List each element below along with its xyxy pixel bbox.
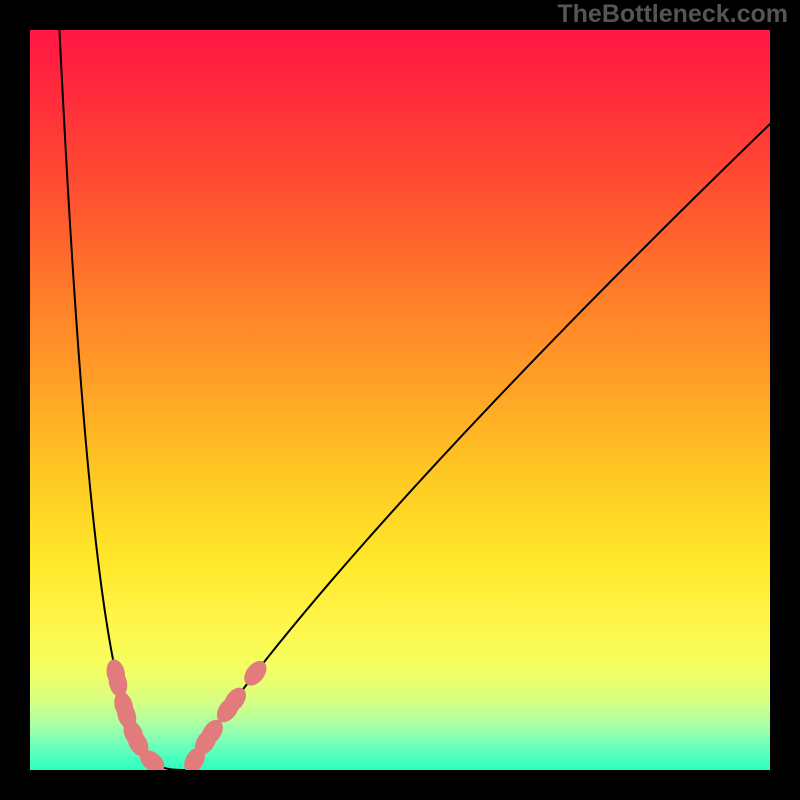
chart-svg [0,0,800,800]
root-container: TheBottleneck.com [0,0,800,800]
watermark-text: TheBottleneck.com [557,0,788,29]
plot-area [30,30,770,770]
